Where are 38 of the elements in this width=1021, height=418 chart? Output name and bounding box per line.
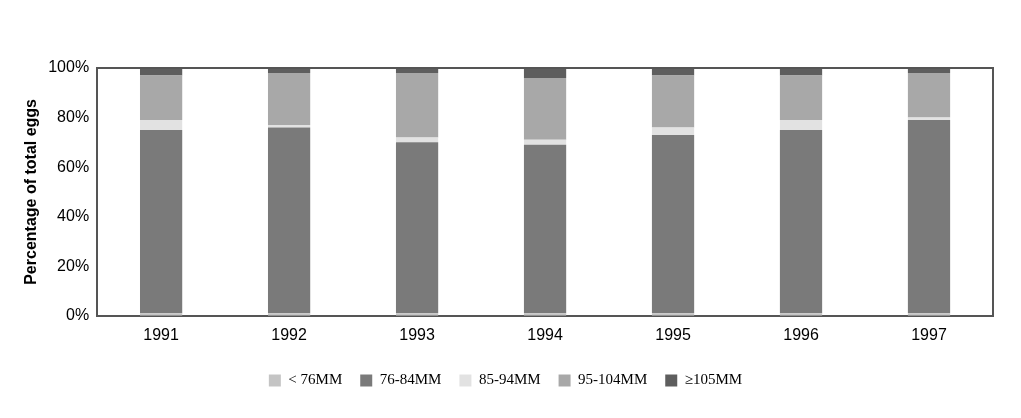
bar xyxy=(651,134,695,314)
bar xyxy=(523,77,567,140)
bar xyxy=(907,120,951,314)
bar xyxy=(140,129,183,314)
x-tick-label: 1991 xyxy=(143,325,180,343)
bar xyxy=(523,139,567,145)
legend-label: 85-94MM xyxy=(478,371,541,388)
bar xyxy=(523,144,567,314)
x-tick-label: 1997 xyxy=(911,325,947,343)
bar xyxy=(140,120,183,130)
y-tick-label: 40% xyxy=(57,207,90,225)
bar xyxy=(395,72,439,138)
bar xyxy=(267,72,311,125)
bar xyxy=(267,127,311,314)
y-tick-label: 0% xyxy=(66,306,90,324)
bar xyxy=(779,120,823,130)
bar xyxy=(140,75,183,121)
bar xyxy=(779,129,823,314)
y-tick-label: 100% xyxy=(48,58,90,76)
y-tick-label: 80% xyxy=(57,107,90,125)
x-tick-label: 1995 xyxy=(655,325,691,343)
x-tick-label: 1994 xyxy=(527,325,563,343)
y-tick-label: 60% xyxy=(57,157,90,175)
y-axis-title: Percentage of total eggs xyxy=(22,98,40,285)
bar xyxy=(651,75,695,128)
bar xyxy=(779,75,823,121)
legend-label: 76-84MM xyxy=(379,371,442,388)
bar xyxy=(651,127,695,135)
legend-label: 95-104MM xyxy=(578,371,648,388)
x-tick-label: 1993 xyxy=(399,325,435,343)
x-tick-label: 1992 xyxy=(271,325,307,343)
bar xyxy=(395,137,439,143)
bar xyxy=(907,72,951,118)
legend-label: ≥105MM xyxy=(684,371,743,388)
x-tick-label: 1996 xyxy=(783,325,819,343)
y-tick-label: 20% xyxy=(57,256,90,274)
legend-label: < 76MM xyxy=(288,371,343,388)
bar xyxy=(395,142,439,314)
